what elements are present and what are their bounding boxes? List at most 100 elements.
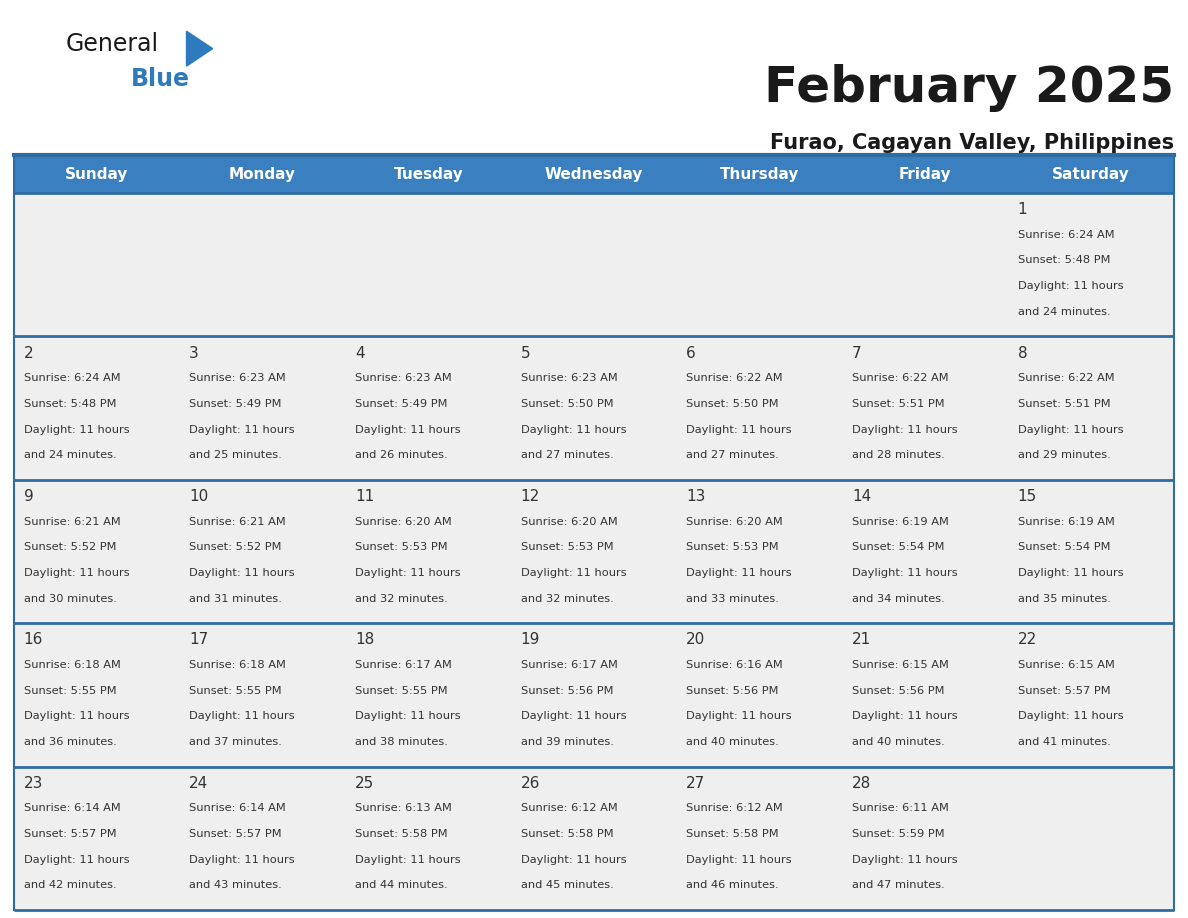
Text: Sunset: 5:53 PM: Sunset: 5:53 PM [520,543,613,553]
Bar [346,336,511,480]
Text: Sunrise: 6:23 AM: Sunrise: 6:23 AM [355,373,451,383]
Text: Sunrise: 6:21 AM: Sunrise: 6:21 AM [24,517,120,527]
Text: 10: 10 [189,489,208,504]
Text: 15: 15 [1018,489,1037,504]
Text: Daylight: 11 hours: Daylight: 11 hours [1018,568,1124,578]
Text: Sunrise: 6:21 AM: Sunrise: 6:21 AM [189,517,286,527]
Text: and 24 minutes.: and 24 minutes. [24,450,116,460]
Text: Daylight: 11 hours: Daylight: 11 hours [852,424,958,434]
Text: Sunrise: 6:20 AM: Sunrise: 6:20 AM [520,517,618,527]
Text: and 33 minutes.: and 33 minutes. [687,594,779,604]
Text: Sunset: 5:54 PM: Sunset: 5:54 PM [1018,543,1111,553]
Text: Sunrise: 6:13 AM: Sunrise: 6:13 AM [355,803,451,813]
Bar [1009,623,1174,767]
Text: Sunset: 5:52 PM: Sunset: 5:52 PM [189,543,282,553]
Text: Sunset: 5:51 PM: Sunset: 5:51 PM [852,398,944,409]
Text: Sunset: 5:58 PM: Sunset: 5:58 PM [520,829,613,839]
Bar [346,480,511,623]
Text: 18: 18 [355,633,374,647]
Text: Sunrise: 6:24 AM: Sunrise: 6:24 AM [1018,230,1114,240]
Text: Sunrise: 6:17 AM: Sunrise: 6:17 AM [520,660,618,670]
Text: Daylight: 11 hours: Daylight: 11 hours [687,855,792,865]
Text: Daylight: 11 hours: Daylight: 11 hours [355,424,461,434]
Text: Sunrise: 6:14 AM: Sunrise: 6:14 AM [189,803,286,813]
Text: and 32 minutes.: and 32 minutes. [520,594,613,604]
Text: 13: 13 [687,489,706,504]
Text: 12: 12 [520,489,539,504]
Bar [1009,767,1174,910]
Text: and 46 minutes.: and 46 minutes. [687,880,779,890]
Text: 20: 20 [687,633,706,647]
Text: Monday: Monday [229,166,296,182]
Text: Daylight: 11 hours: Daylight: 11 hours [520,568,626,578]
Bar [179,767,346,910]
Bar [14,623,179,767]
Text: and 41 minutes.: and 41 minutes. [1018,737,1111,747]
Text: Sunset: 5:58 PM: Sunset: 5:58 PM [355,829,448,839]
Text: and 27 minutes.: and 27 minutes. [687,450,779,460]
Text: Sunrise: 6:22 AM: Sunrise: 6:22 AM [852,373,949,383]
Text: Daylight: 11 hours: Daylight: 11 hours [687,568,792,578]
Text: Daylight: 11 hours: Daylight: 11 hours [189,424,295,434]
Text: 4: 4 [355,345,365,361]
Text: and 40 minutes.: and 40 minutes. [687,737,779,747]
Text: General: General [65,32,158,56]
Text: Daylight: 11 hours: Daylight: 11 hours [355,711,461,722]
Text: Sunset: 5:56 PM: Sunset: 5:56 PM [852,686,944,696]
Text: Thursday: Thursday [720,166,800,182]
Text: Sunrise: 6:16 AM: Sunrise: 6:16 AM [687,660,783,670]
Text: Sunrise: 6:23 AM: Sunrise: 6:23 AM [189,373,286,383]
Text: Sunset: 5:49 PM: Sunset: 5:49 PM [189,398,282,409]
Text: 11: 11 [355,489,374,504]
Text: Sunrise: 6:20 AM: Sunrise: 6:20 AM [687,517,783,527]
Text: and 35 minutes.: and 35 minutes. [1018,594,1111,604]
Text: Sunset: 5:48 PM: Sunset: 5:48 PM [1018,255,1111,265]
Text: Sunset: 5:56 PM: Sunset: 5:56 PM [687,686,779,696]
Text: and 45 minutes.: and 45 minutes. [520,880,613,890]
Bar [179,623,346,767]
Text: and 26 minutes.: and 26 minutes. [355,450,448,460]
Text: and 40 minutes.: and 40 minutes. [852,737,944,747]
Text: and 44 minutes.: and 44 minutes. [355,880,448,890]
Text: 23: 23 [24,776,43,790]
Text: Blue: Blue [131,67,190,91]
Text: 9: 9 [24,489,33,504]
Text: Sunday: Sunday [65,166,128,182]
Bar [346,193,511,336]
Text: and 28 minutes.: and 28 minutes. [852,450,944,460]
Bar [677,480,842,623]
Text: Daylight: 11 hours: Daylight: 11 hours [520,424,626,434]
Text: Daylight: 11 hours: Daylight: 11 hours [520,711,626,722]
Text: 24: 24 [189,776,208,790]
Text: Sunrise: 6:19 AM: Sunrise: 6:19 AM [1018,517,1114,527]
Text: Daylight: 11 hours: Daylight: 11 hours [1018,424,1124,434]
Text: 16: 16 [24,633,43,647]
Text: Sunrise: 6:22 AM: Sunrise: 6:22 AM [687,373,783,383]
Bar [511,480,677,623]
Text: 5: 5 [520,345,530,361]
Bar [179,193,346,336]
Bar [677,336,842,480]
Text: Daylight: 11 hours: Daylight: 11 hours [189,711,295,722]
Text: Daylight: 11 hours: Daylight: 11 hours [24,424,129,434]
Bar [842,623,1009,767]
Text: Daylight: 11 hours: Daylight: 11 hours [355,568,461,578]
Bar [14,155,1174,193]
Bar [14,193,179,336]
Text: Sunrise: 6:14 AM: Sunrise: 6:14 AM [24,803,120,813]
Text: Daylight: 11 hours: Daylight: 11 hours [852,711,958,722]
Text: Daylight: 11 hours: Daylight: 11 hours [189,568,295,578]
Text: 19: 19 [520,633,541,647]
Text: and 29 minutes.: and 29 minutes. [1018,450,1111,460]
Text: Daylight: 11 hours: Daylight: 11 hours [24,855,129,865]
Text: Sunset: 5:56 PM: Sunset: 5:56 PM [520,686,613,696]
Text: Daylight: 11 hours: Daylight: 11 hours [687,711,792,722]
Bar [14,480,179,623]
Text: Sunrise: 6:22 AM: Sunrise: 6:22 AM [1018,373,1114,383]
Text: and 38 minutes.: and 38 minutes. [355,737,448,747]
Text: and 43 minutes.: and 43 minutes. [189,880,282,890]
Text: Sunrise: 6:23 AM: Sunrise: 6:23 AM [520,373,618,383]
Text: 3: 3 [189,345,198,361]
Bar [677,767,842,910]
Text: Sunrise: 6:17 AM: Sunrise: 6:17 AM [355,660,451,670]
